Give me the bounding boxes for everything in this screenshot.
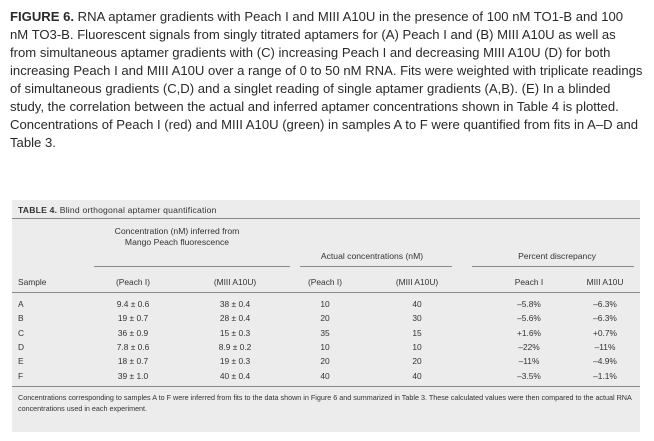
cell-inferred-miii: 8.9 ± 0.2	[218, 341, 252, 352]
group-header-inferred: Concentration (nM) inferred from Mango P…	[114, 226, 240, 247]
cell-inferred-miii: 38 ± 0.4	[219, 299, 251, 309]
cell-sample: C	[18, 327, 25, 338]
cell-discrepancy-miii: –4.9%	[593, 356, 617, 367]
cell-discrepancy-peach: –5.8%	[517, 299, 541, 309]
cell-inferred-miii: 15 ± 0.3	[219, 327, 251, 338]
cell-discrepancy-miii: –6.3%	[593, 299, 617, 309]
column-header-discrepancy-peach: Peach I	[514, 277, 544, 287]
column-header-actual-miii: (MIII A10U)	[395, 277, 439, 287]
cell-inferred-peach: 7.8 ± 0.6	[116, 341, 150, 352]
cell-inferred-miii: 40 ± 0.4	[219, 370, 251, 381]
cell-actual-peach: 20	[320, 313, 330, 324]
table-title: TABLE 4. Blind orthogonal aptamer quanti…	[18, 205, 217, 215]
cell-sample: A	[18, 299, 24, 309]
column-header-inferred-miii: (MIII A10U)	[213, 277, 257, 287]
cell-actual-peach: 10	[320, 299, 330, 309]
actual-underline	[300, 266, 452, 267]
cell-discrepancy-miii: –6.3%	[593, 313, 617, 324]
inferred-underline	[94, 266, 290, 267]
cell-discrepancy-peach: –3.5%	[517, 370, 541, 381]
cell-actual-miii: 15	[412, 327, 422, 338]
cell-actual-peach: 10	[320, 341, 330, 352]
cell-discrepancy-miii: –1.1%	[593, 370, 617, 381]
column-header-sample: Sample	[18, 277, 47, 287]
table-footnote: Concentrations corresponding to samples …	[18, 393, 632, 413]
cell-discrepancy-peach: –5.6%	[517, 313, 541, 324]
cell-discrepancy-peach: –11%	[518, 356, 540, 367]
cell-actual-miii: 40	[412, 370, 422, 381]
cell-discrepancy-miii: +0.7%	[593, 327, 617, 338]
table-4: TABLE 4. Blind orthogonal aptamer quanti…	[12, 200, 640, 432]
table-title-text: Blind orthogonal aptamer quantification	[59, 205, 217, 215]
cell-sample: B	[18, 313, 24, 324]
cell-inferred-miii: 19 ± 0.3	[219, 356, 251, 367]
cell-sample: F	[18, 370, 24, 381]
figure-label: FIGURE 6.	[10, 9, 75, 24]
cell-inferred-peach: 19 ± 0.7	[117, 313, 149, 324]
group-header-discrepancy: Percent discrepancy	[518, 251, 596, 261]
cell-actual-miii: 20	[412, 356, 422, 367]
discrepancy-underline	[472, 266, 634, 267]
table-label: TABLE 4.	[18, 205, 58, 215]
cell-sample: E	[18, 356, 24, 367]
group-header-actual: Actual concentrations (nM)	[320, 251, 424, 261]
cell-inferred-peach: 36 ± 0.9	[117, 327, 149, 338]
caption-text: RNA aptamer gradients with Peach I and M…	[10, 9, 643, 150]
cell-discrepancy-peach: +1.6%	[517, 327, 541, 338]
cell-actual-peach: 20	[320, 356, 330, 367]
cell-actual-miii: 40	[412, 299, 422, 309]
cell-actual-miii: 10	[412, 341, 422, 352]
column-header-actual-peach: (Peach I)	[308, 277, 342, 287]
column-header-discrepancy-miii: MIII A10U	[586, 277, 624, 287]
figure-caption: FIGURE 6. RNA aptamer gradients with Pea…	[10, 8, 644, 152]
bottom-rule	[12, 386, 640, 387]
cell-discrepancy-miii: –11%	[594, 341, 616, 352]
cell-inferred-peach: 9.4 ± 0.6	[116, 299, 150, 309]
cell-inferred-peach: 39 ± 1.0	[117, 370, 149, 381]
top-rule	[12, 218, 640, 219]
header-rule	[12, 292, 640, 293]
cell-actual-peach: 40	[320, 370, 330, 381]
column-header-inferred-peach: (Peach I)	[116, 277, 150, 287]
cell-inferred-peach: 18 ± 0.7	[117, 356, 149, 367]
cell-actual-peach: 35	[320, 327, 330, 338]
cell-discrepancy-peach: –22%	[518, 341, 540, 352]
cell-inferred-miii: 28 ± 0.4	[219, 313, 251, 324]
cell-sample: D	[18, 341, 25, 352]
cell-actual-miii: 30	[412, 313, 422, 324]
